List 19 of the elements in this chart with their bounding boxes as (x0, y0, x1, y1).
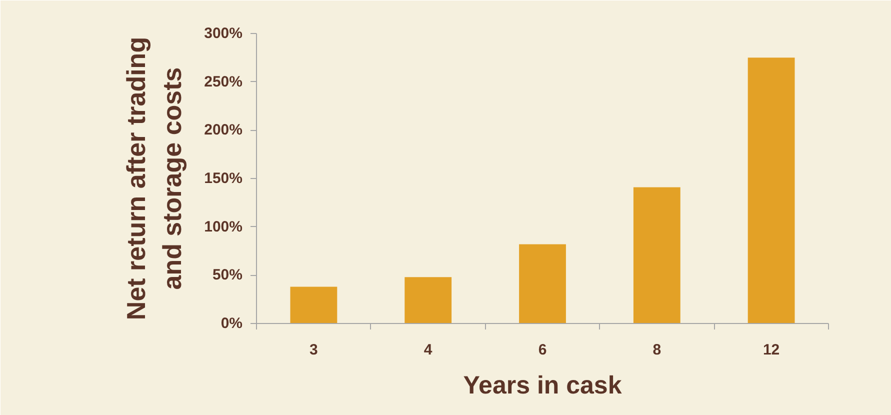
y-tick-label: 100% (204, 218, 243, 236)
bar (519, 244, 566, 324)
y-tick-label: 50% (212, 266, 243, 284)
y-tick-label: 300% (204, 25, 243, 42)
y-tick-label: 250% (204, 73, 243, 90)
y-axis-title: Net return after trading and storage costs (121, 36, 188, 320)
bar (404, 277, 452, 324)
y-tick-label: 0% (220, 315, 243, 332)
x-tick-label: 3 (310, 342, 318, 358)
x-tick-label: 6 (538, 342, 547, 358)
x-axis-title: Years in cask (463, 372, 622, 400)
y-tick-label: 150% (204, 170, 243, 187)
x-tick-label: 4 (424, 342, 433, 358)
y-tick-label: 200% (204, 122, 243, 139)
x-tick-label: 8 (652, 342, 662, 358)
x-tick-label: 12 (762, 342, 780, 358)
bar (748, 58, 795, 324)
bar (290, 286, 338, 324)
bar (633, 187, 680, 324)
